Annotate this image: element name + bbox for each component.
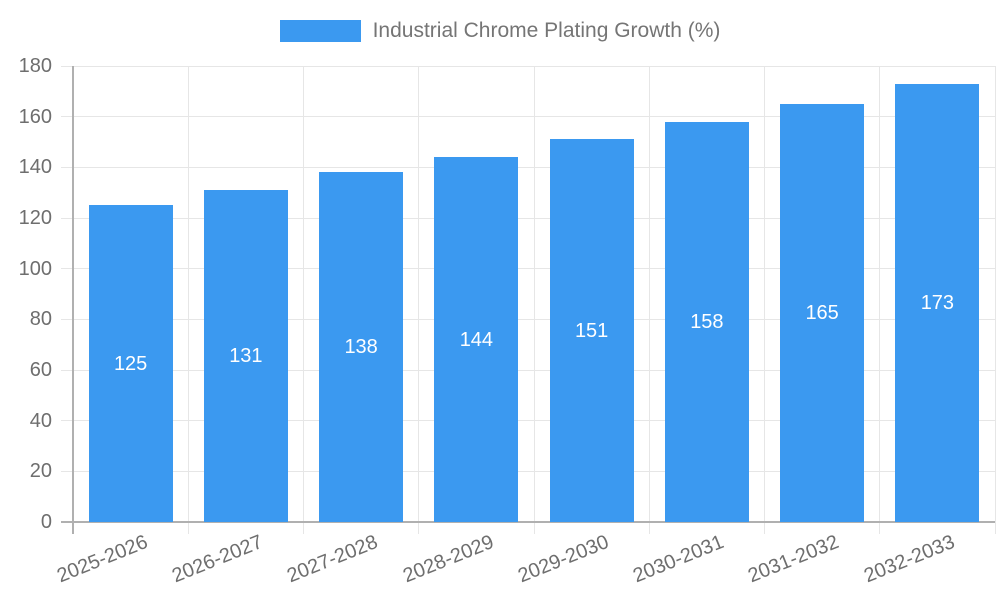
x-axis-tick-label: 2026-2027 [169, 531, 267, 588]
bar-2027-2028[interactable] [319, 172, 404, 522]
x-axis-tick [418, 522, 420, 534]
bar-value-label: 173 [920, 291, 955, 314]
bar-value-label: 144 [459, 328, 494, 351]
x-axis-tick [879, 522, 881, 534]
bar-value-label: 158 [690, 310, 724, 333]
bar-value-label: 151 [574, 319, 609, 342]
x-gridline [764, 66, 765, 522]
y-axis-tick-label: 0 [40, 511, 52, 533]
x-axis-tick [187, 522, 189, 534]
x-gridline [994, 66, 996, 522]
x-axis-tick-label: 2027-2028 [284, 531, 382, 588]
bar-2028-2029[interactable] [434, 157, 519, 522]
bar-2026-2027[interactable] [203, 190, 288, 522]
y-axis-tick-label: 80 [29, 308, 52, 331]
bar-value-label: 138 [344, 336, 378, 359]
x-axis-tick [533, 522, 535, 534]
y-axis-tick-label: 60 [29, 359, 52, 381]
x-axis-tick-label: 2032-2033 [860, 531, 958, 588]
y-axis-line [72, 66, 74, 534]
x-axis-tick [648, 522, 650, 534]
y-axis-tick [61, 217, 73, 219]
y-axis-tick [61, 420, 73, 422]
y-axis-tick-label: 120 [18, 207, 52, 229]
y-axis-tick-label: 140 [18, 156, 52, 179]
bar-2031-2032[interactable] [780, 104, 865, 522]
x-gridline [648, 66, 650, 522]
bar-value-label: 131 [229, 345, 263, 368]
y-axis-tick-label: 20 [29, 460, 52, 483]
legend-item[interactable]: Industrial Chrome Plating Growth (%) [0, 19, 1000, 43]
bar-2029-2030[interactable] [549, 139, 634, 522]
y-axis-tick-label: 160 [18, 105, 52, 128]
x-axis-tick [764, 522, 765, 534]
y-axis-tick-label: 40 [29, 409, 52, 432]
bar-2030-2031[interactable] [664, 121, 749, 522]
y-axis-tick [61, 318, 73, 320]
x-axis-tick-label: 2029-2030 [514, 531, 612, 588]
y-axis-tick [61, 470, 73, 472]
x-axis-tick [994, 522, 996, 534]
y-axis-tick-label: 180 [18, 55, 52, 77]
y-axis-tick [61, 65, 73, 67]
legend-label: Industrial Chrome Plating Growth (%) [372, 19, 721, 42]
x-axis-tick-label: 2028-2029 [399, 531, 497, 588]
legend-swatch [279, 20, 361, 42]
bar-2025-2026[interactable] [88, 205, 173, 522]
y-axis-tick [61, 369, 73, 371]
y-axis-tick [61, 166, 73, 168]
bar-2032-2033[interactable] [895, 83, 980, 522]
x-axis-tick-label: 2030-2031 [630, 531, 728, 588]
bar-value-label: 125 [113, 352, 148, 375]
x-axis-tick [303, 522, 304, 534]
x-gridline [533, 66, 535, 522]
x-gridline [879, 66, 881, 522]
x-axis-line [61, 521, 995, 523]
y-axis-tick [61, 268, 73, 270]
x-gridline [303, 66, 304, 522]
x-gridline [418, 66, 420, 522]
x-axis-tick-label: 2031-2032 [745, 531, 843, 588]
bar-value-label: 165 [805, 302, 839, 324]
y-axis-tick-label: 100 [18, 257, 52, 280]
x-axis-tick-label: 2025-2026 [53, 531, 151, 588]
y-axis-tick [61, 116, 73, 118]
x-gridline [187, 66, 189, 522]
